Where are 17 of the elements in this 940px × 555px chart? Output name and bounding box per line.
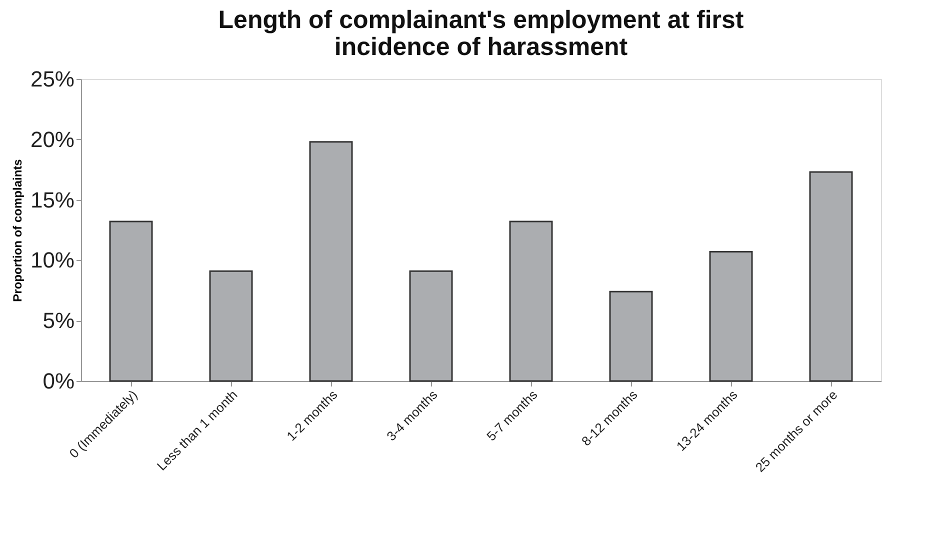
bar <box>309 141 353 382</box>
bar <box>809 171 853 382</box>
bar <box>109 220 153 382</box>
y-tick-label: 15% <box>30 187 74 212</box>
bar <box>409 270 453 382</box>
y-axis-title: Proportion of complaints <box>10 158 24 302</box>
y-tick-label: 20% <box>30 126 74 152</box>
bar <box>609 290 653 382</box>
text: incidence of harassment <box>334 33 628 61</box>
y-tick-label: 10% <box>30 248 74 273</box>
text: Length of complainant's employment at first <box>218 6 744 34</box>
bar <box>509 220 553 382</box>
bar <box>709 250 753 382</box>
y-tick-label: 5% <box>42 308 74 334</box>
y-tick-label: 25% <box>30 66 74 92</box>
bar <box>209 270 253 382</box>
y-tick-label: 0% <box>42 368 74 394</box>
